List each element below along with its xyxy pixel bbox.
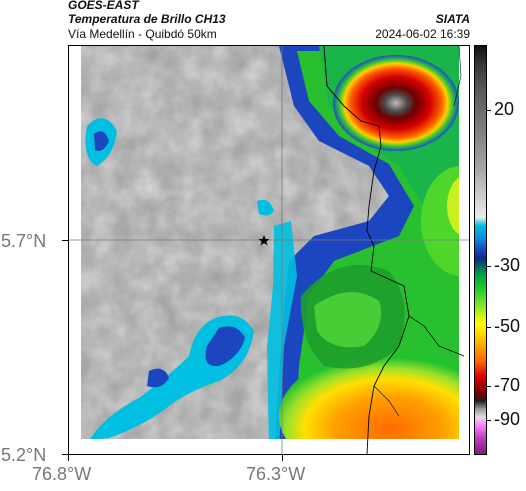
colorbar-tick — [487, 327, 491, 328]
product-title: GOES-EAST — [68, 0, 139, 12]
longitude-label-76-8: 76.8°W — [32, 464, 92, 484]
latitude-label-5-7: 5.7°N — [1, 231, 47, 251]
colorbar — [474, 45, 487, 455]
y-tick — [62, 240, 68, 241]
boundary-line — [323, 46, 410, 454]
timestamp-label: 2024-06-02 16:39 — [375, 27, 470, 41]
colorbar-tick — [487, 266, 491, 267]
organization-label: SIATA — [435, 12, 470, 26]
product-subtitle: Temperatura de Brillo CH13 — [68, 12, 226, 26]
location-star-marker[interactable] — [258, 235, 270, 246]
colorbar-label-minus90: -90 — [494, 409, 521, 429]
x-tick — [282, 455, 283, 461]
x-tick — [68, 455, 69, 461]
colorbar-tick — [487, 386, 491, 387]
latitude-label-5-2: 5.2°N — [1, 445, 47, 465]
southern-storm-cell — [279, 351, 469, 454]
longitude-label-76-3: 76.3°W — [246, 464, 306, 484]
satellite-map[interactable] — [68, 45, 470, 455]
location-label: Vía Medellín - Quibdó 50km — [68, 27, 217, 41]
deep-convection-core — [333, 55, 459, 151]
y-tick — [62, 454, 68, 455]
colorbar-tick — [487, 420, 491, 421]
colorbar-label-minus30: -30 — [494, 255, 521, 275]
colorbar-tick — [487, 110, 491, 111]
colorbar-label-20: 20 — [494, 99, 515, 119]
brightness-temperature-field — [69, 46, 469, 454]
colorbar-label-minus70: -70 — [494, 375, 521, 395]
colorbar-label-minus50: -50 — [494, 316, 521, 336]
